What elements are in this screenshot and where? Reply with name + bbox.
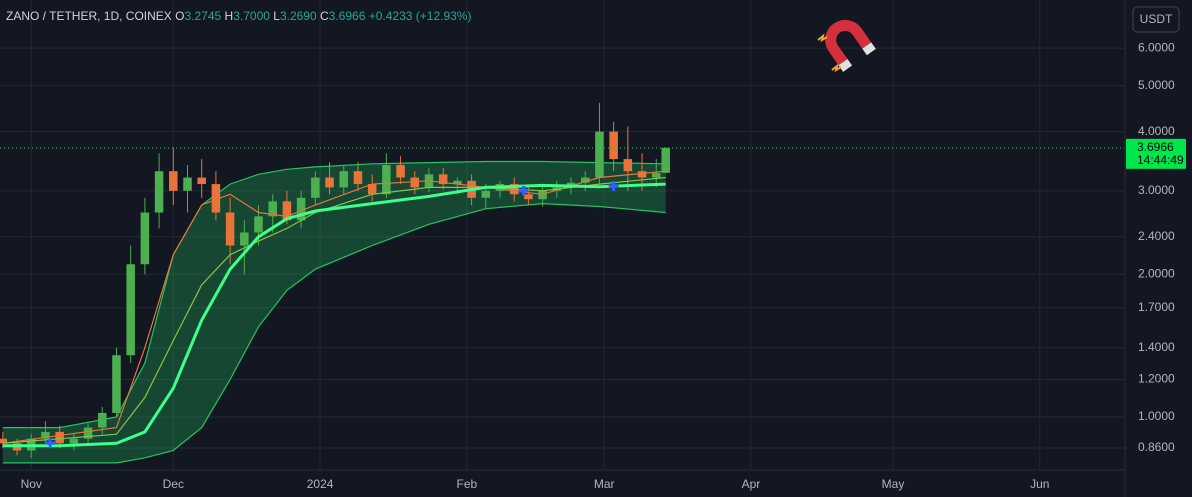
x-tick-label: Feb xyxy=(457,477,478,491)
candle-body xyxy=(197,177,206,185)
candle-body xyxy=(0,438,8,444)
change: +0.4233 (+12.93%) xyxy=(369,9,472,23)
symbol: ZANO / TETHER, 1D, COINEX xyxy=(6,9,172,23)
candle-body xyxy=(69,438,79,444)
y-tick-label: 1.7000 xyxy=(1138,300,1175,314)
band-fill xyxy=(2,161,666,463)
open-value: 3.2745 xyxy=(185,9,222,23)
candle-body xyxy=(240,232,249,246)
y-tick-label: 1.2000 xyxy=(1138,372,1175,386)
band-lower xyxy=(2,202,666,464)
candle-body xyxy=(296,197,306,221)
candle-body xyxy=(254,216,263,233)
candle-body xyxy=(637,171,647,178)
countdown: 14:44:49 xyxy=(1137,153,1184,167)
candle-body xyxy=(396,165,405,178)
candle-body xyxy=(353,171,363,185)
signal-cross xyxy=(608,181,619,192)
candle-body xyxy=(183,177,192,191)
y-tick-label: 3.0000 xyxy=(1138,183,1175,197)
low-value: 3.2690 xyxy=(280,9,317,23)
candle-body xyxy=(481,190,491,198)
y-tick-label: 1.4000 xyxy=(1138,340,1175,354)
x-tick-label: Jun xyxy=(1030,477,1049,491)
y-tick-label: 2.0000 xyxy=(1138,266,1175,280)
currency-button[interactable] xyxy=(1132,6,1180,33)
high-label: H xyxy=(225,9,234,23)
candle-body xyxy=(225,212,235,246)
close-value: 3.6966 xyxy=(329,9,366,23)
candle-body xyxy=(453,180,462,185)
spark-icon xyxy=(817,33,828,43)
open-label: O xyxy=(175,9,184,23)
y-tick-label: 5.0000 xyxy=(1138,78,1175,92)
last-price-box xyxy=(1126,138,1186,169)
candle-body xyxy=(154,171,164,213)
candle-body xyxy=(382,165,391,195)
signal-cross xyxy=(518,185,529,196)
candle-body xyxy=(438,174,448,185)
x-tick-label: Dec xyxy=(163,477,184,491)
candle-body xyxy=(367,184,377,195)
candle-body xyxy=(55,431,64,444)
y-tick-label: 6.0000 xyxy=(1138,40,1175,54)
candle-body xyxy=(609,131,618,160)
candle-body xyxy=(339,171,349,188)
last-price-label: 3.6966 xyxy=(1137,140,1174,154)
low-label: L xyxy=(273,9,280,23)
x-tick-label: May xyxy=(882,477,905,491)
candle-body xyxy=(98,412,107,428)
high-value: 3.7000 xyxy=(233,9,270,23)
candle-body xyxy=(83,427,93,439)
candle-body xyxy=(410,177,420,188)
spark-icon xyxy=(831,63,842,73)
candle-body xyxy=(623,159,633,172)
candle-body xyxy=(595,131,604,178)
y-tick-label: 4.0000 xyxy=(1138,124,1175,138)
candle-body xyxy=(524,194,533,200)
candle-body xyxy=(41,431,50,439)
candle-body xyxy=(661,147,670,173)
x-tick-label: 2024 xyxy=(307,477,334,491)
signal-cross xyxy=(45,438,56,449)
candle-body xyxy=(651,173,661,178)
y-tick-label: 1.0000 xyxy=(1138,409,1175,423)
candle-body xyxy=(282,201,292,221)
x-tick-label: Nov xyxy=(21,477,42,491)
y-tick-label: 2.4000 xyxy=(1138,229,1175,243)
x-tick-label: Mar xyxy=(594,477,615,491)
candle-body xyxy=(580,177,590,183)
candle-body xyxy=(140,212,150,265)
y-tick-label: 0.8600 xyxy=(1138,440,1175,454)
magnet-icon xyxy=(825,19,876,72)
candle-body xyxy=(112,355,121,413)
band-upper xyxy=(2,160,666,429)
plot-area xyxy=(0,0,1125,470)
x-tick-label: Apr xyxy=(742,477,761,491)
candle-body xyxy=(126,264,135,356)
candle-body xyxy=(169,171,178,191)
candle-body xyxy=(211,184,221,213)
currency-label[interactable]: USDT xyxy=(1140,12,1173,26)
band-center xyxy=(2,182,666,448)
candle-body xyxy=(325,177,334,188)
close-label: C xyxy=(320,9,329,23)
legend-header: ZANO / TETHER, 1D, COINEX O3.2745 H3.700… xyxy=(6,9,471,23)
candle-body xyxy=(268,201,277,217)
candle-body xyxy=(311,177,320,198)
candle-body xyxy=(538,190,547,200)
